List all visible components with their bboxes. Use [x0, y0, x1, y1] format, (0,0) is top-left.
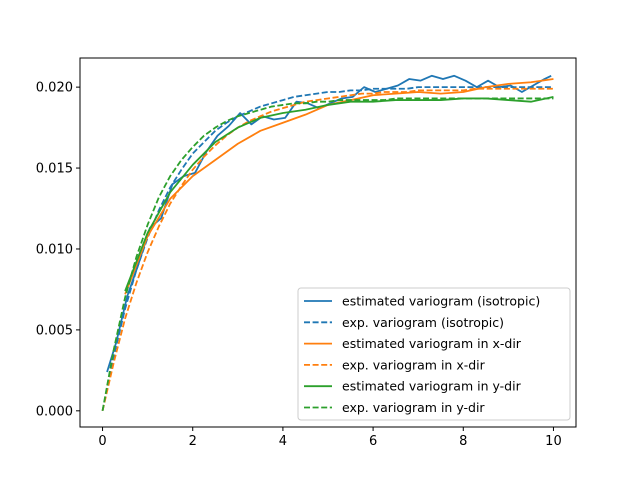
- x-tick-label: 8: [459, 434, 467, 449]
- y-tick-label: 0.005: [36, 323, 73, 338]
- plot-area-frame: [79, 57, 577, 428]
- legend-label: exp. variogram in x-dir: [342, 357, 486, 372]
- x-tick-label: 6: [369, 434, 377, 449]
- y-tick-label: 0.000: [36, 404, 73, 419]
- series-line-2: [101, 86, 554, 412]
- x-tick-label: 0: [98, 434, 106, 449]
- legend-label: estimated variogram (isotropic): [342, 294, 540, 309]
- legend: estimated variogram (isotropic) exp. vari…: [297, 287, 571, 421]
- y-tick-label: 0.010: [36, 242, 73, 257]
- series-line-4: [101, 87, 554, 412]
- series-line-5: [124, 95, 554, 292]
- series-line-6: [101, 97, 554, 411]
- legend-box: [297, 287, 571, 421]
- legend-label: estimated variogram in x-dir: [342, 336, 522, 351]
- y-tick-label: 0.015: [36, 162, 73, 177]
- series-layer: [101, 74, 554, 412]
- x-tick-label: 10: [545, 434, 562, 449]
- x-tick-label: 4: [279, 434, 287, 449]
- legend-label: exp. variogram in y-dir: [342, 400, 485, 415]
- series-line-1: [106, 74, 552, 373]
- legend-label: exp. variogram (isotropic): [342, 315, 504, 330]
- y-tick-label: 0.020: [36, 81, 73, 96]
- series-line-3: [124, 78, 554, 295]
- x-axis: 0 2 4 6 8 10: [98, 427, 562, 449]
- x-tick-label: 2: [189, 434, 197, 449]
- legend-label: estimated variogram in y-dir: [342, 379, 522, 394]
- y-axis: 0.000 0.005 0.010 0.015 0.020: [36, 81, 80, 419]
